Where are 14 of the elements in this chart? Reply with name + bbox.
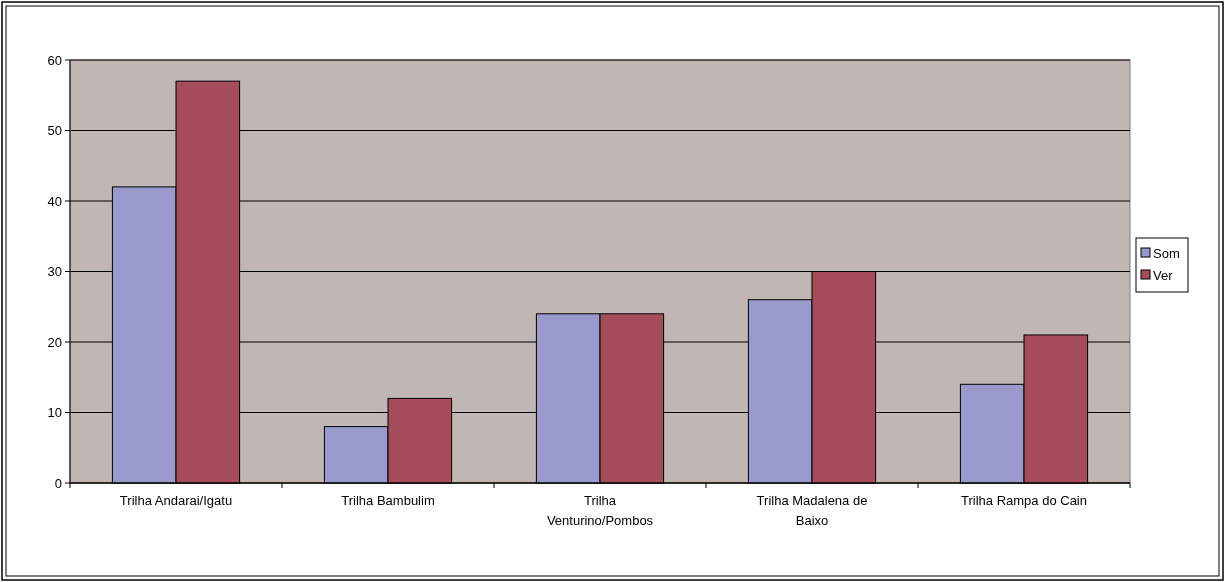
x-tick-label: Trilha Venturino/Pombos [546, 493, 654, 528]
x-tick-label: Trilha Andarai/Igatu [119, 493, 233, 508]
x-tick-label: Trilha Bambulim [341, 493, 435, 508]
legend-label: Som [1153, 245, 1180, 261]
y-tick-label: 20 [47, 334, 62, 350]
x-tick-label: Trilha Rampa do Cain [961, 493, 1087, 508]
y-tick-label: 60 [47, 52, 62, 68]
y-tick-label: 10 [47, 405, 62, 421]
y-tick-label: 40 [47, 193, 62, 209]
legend-label: Ver [1153, 267, 1174, 283]
y-tick-label: 30 [47, 264, 62, 280]
x-tick-label: Trilha Madalena de Baixo [756, 493, 868, 528]
y-tick-label: 0 [54, 475, 62, 491]
y-tick-label: 50 [47, 123, 62, 139]
